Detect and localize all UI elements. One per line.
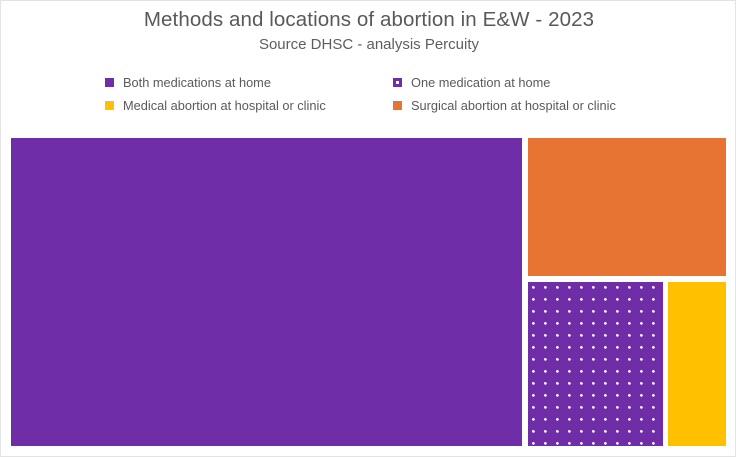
legend-label-both-medications-at-home: Both medications at home [123, 74, 271, 90]
legend-label-one-medication-at-home: One medication at home [411, 74, 551, 90]
legend-item-both-medications-at-home[interactable]: Both medications at home [105, 71, 377, 94]
legend-swatch-icon-medical-abortion-at-hospital-or-clinic [105, 101, 114, 110]
treemap-tile-medical-abortion-at-hospital-or-clinic[interactable] [668, 282, 726, 446]
legend-swatch-icon-surgical-abortion-at-hospital-or-clinic [393, 101, 402, 110]
legend-label-surgical-abortion-at-hospital-or-clinic: Surgical abortion at hospital or clinic [411, 97, 616, 113]
title-block: Methods and locations of abortion in E&W… [1, 7, 736, 56]
legend-swatch-icon-one-medication-at-home [393, 78, 402, 87]
legend-label-medical-abortion-at-hospital-or-clinic: Medical abortion at hospital or clinic [123, 97, 326, 113]
treemap-tile-both-medications-at-home[interactable] [11, 138, 522, 446]
chart-subtitle: Source DHSC - analysis Percuity [258, 36, 480, 53]
treemap-tile-one-medication-at-home[interactable] [528, 282, 663, 446]
treemap-tile-surgical-abortion-at-hospital-or-clinic[interactable] [528, 138, 726, 276]
page-title: Methods and locations of abortion in E&W… [143, 8, 595, 31]
legend-swatch-icon-both-medications-at-home [105, 78, 114, 87]
legend-item-medical-abortion-at-hospital-or-clinic[interactable]: Medical abortion at hospital or clinic [105, 94, 377, 117]
legend-item-surgical-abortion-at-hospital-or-clinic[interactable]: Surgical abortion at hospital or clinic [393, 94, 665, 117]
legend-item-one-medication-at-home[interactable]: One medication at home [393, 71, 665, 94]
chart-legend: Both medications at home One medication … [105, 71, 665, 117]
